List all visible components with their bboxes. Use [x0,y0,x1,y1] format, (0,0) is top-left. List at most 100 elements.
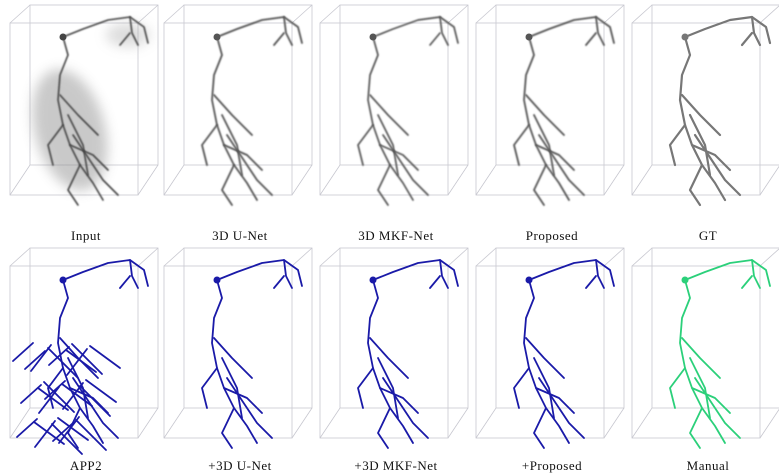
neuron-branch [742,33,752,45]
neuron [514,260,614,448]
neuron-branch [202,125,217,165]
box-edge [164,248,184,266]
neuron [514,17,614,205]
box-edge [138,248,158,266]
box-front [320,266,448,438]
render-panel [476,5,624,205]
render-panel [632,5,779,205]
box-edge [604,165,624,195]
box-edge [164,165,184,195]
intensity-cloud [20,61,120,199]
box-edge [604,5,624,23]
neuron-branch [217,260,292,288]
box-front [164,266,292,438]
neuron-branch [358,125,373,165]
box-edge [448,165,468,195]
box-edge [476,248,496,266]
caption: 3D U-Net [212,228,268,243]
neuron-branch [526,338,564,378]
render-panel [320,5,468,205]
caption: Manual [687,458,730,473]
box-edge [164,5,184,23]
box-edge [292,165,312,195]
caption: Proposed [526,228,578,243]
soma [214,277,221,284]
neuron-branch [34,422,64,444]
neuron [202,260,302,448]
box-edge [632,248,652,266]
caption: +Proposed [522,458,582,473]
neuron-branch [682,338,720,378]
caption: +3D U-Net [208,458,271,473]
box-edge [476,5,496,23]
box-edge [10,5,30,23]
box-edge [632,5,652,23]
neuron-branch [596,260,614,286]
neuron-branch [378,408,390,448]
box-edge [760,248,779,266]
neuron-branch [514,125,529,165]
box-edge [760,165,779,195]
box-back [30,248,158,408]
neuron [13,260,148,454]
caption: APP2 [70,458,102,473]
caption: 3D MKF-Net [358,228,433,243]
neuron-branch [370,95,408,135]
box-back [184,248,312,408]
render-panel [164,5,312,205]
neuron [358,260,458,448]
neuron-branch [120,276,130,288]
neuron-branch [222,165,234,205]
neuron-branch [214,338,252,378]
neuron-branch [86,380,116,402]
box-edge [320,248,340,266]
neuron-branch [284,260,302,286]
neuron-branch [529,17,604,45]
box-edge [138,5,158,23]
neuron-branch [373,260,448,288]
caption: Input [71,228,101,243]
soma [214,34,221,41]
box-edge [760,5,779,23]
neuron-branch [690,165,702,205]
neuron-branch [430,33,440,45]
box-edge [320,408,340,438]
neuron-branch [752,260,770,286]
neuron-branch [90,346,120,368]
neuron-branch [586,276,596,288]
render-panel [476,248,624,448]
soma [682,277,689,284]
neuron-branch [670,125,685,165]
neuron-branch [440,260,458,286]
box-front [476,23,604,195]
box-edge [320,5,340,23]
caption: GT [699,228,717,243]
box-front [164,23,292,195]
neuron-branch [690,408,702,448]
neuron-branch [358,368,373,408]
figure: InputAPP23D U-Net+3D U-Net3D MKF-Net+3D … [0,0,779,476]
box-back [496,5,624,165]
render-panel [632,248,779,448]
render-panel [10,248,158,454]
neuron-branch [217,17,292,45]
neuron-branch [373,17,448,45]
box-back [340,248,468,408]
box-edge [292,408,312,438]
neuron [358,17,458,205]
box-back [340,5,468,165]
render-panel [164,248,312,448]
neuron-branch [682,95,720,135]
box-edge [760,408,779,438]
neuron [670,260,770,448]
neuron-branch [378,165,390,205]
soma [60,34,67,41]
soma [370,34,377,41]
neuron-branch [222,408,234,448]
neuron-branch [130,260,148,286]
box-edge [10,165,30,195]
box-edge [292,5,312,23]
neuron-branch [586,33,596,45]
neuron-branch [596,17,614,43]
box-edge [476,165,496,195]
